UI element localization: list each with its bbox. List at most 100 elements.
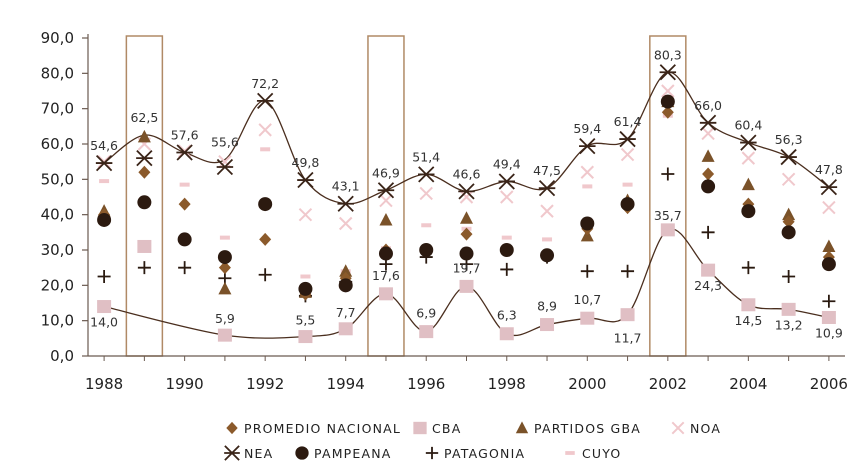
top-value-label: 59,4 <box>573 121 601 136</box>
top-value-label: 61,4 <box>614 114 642 129</box>
marker-noa-2005 <box>781 172 796 187</box>
bottom-value-label: 24,3 <box>694 278 722 293</box>
marker-patagonia-1998 <box>500 262 514 276</box>
marker-promedio-1990 <box>178 197 191 211</box>
marker-nea-1994 <box>337 195 354 212</box>
legend-label-patagonia: PATAGONIA <box>444 446 525 461</box>
x-tick-label: 2000 <box>568 375 606 393</box>
legend-label-promedio: PROMEDIO NACIONAL <box>244 421 401 436</box>
highlight-box-2002 <box>649 35 687 357</box>
marker-cba-1991 <box>217 328 232 342</box>
marker-promedio-1991 <box>218 261 231 275</box>
marker-patagonia-2003 <box>701 225 715 239</box>
marker-partidos-2005 <box>782 207 796 221</box>
marker-patagonia-2006 <box>822 294 836 308</box>
marker-cuyo-1999 <box>542 237 553 242</box>
y-tick-label: 10,0 <box>41 312 74 330</box>
marker-patagonia-2001 <box>621 264 635 278</box>
top-value-label: 49,8 <box>292 155 320 170</box>
marker-cba-1998 <box>499 327 514 341</box>
marker-patagonia-2002 <box>661 167 675 181</box>
marker-pampeana-1989 <box>137 195 152 210</box>
bottom-value-label: 10,7 <box>573 292 601 307</box>
marker-cuyo-2001 <box>622 182 633 187</box>
marker-cuyo-1996 <box>421 223 432 228</box>
bottom-value-label: 19,7 <box>453 260 481 275</box>
top-value-label: 47,8 <box>815 162 843 177</box>
marker-promedio-1989 <box>138 165 151 179</box>
marker-nea-1992 <box>256 92 274 110</box>
marker-nea-1999 <box>538 180 556 197</box>
top-value-label: 46,9 <box>372 165 400 180</box>
marker-noa-1992 <box>258 123 272 137</box>
bottom-value-label: 10,9 <box>815 325 843 340</box>
bottom-value-label: 6,3 <box>497 308 517 323</box>
marker-nea-1997 <box>458 183 475 200</box>
y-tick-label: 0,0 <box>50 347 74 365</box>
bottom-value-label: 14,5 <box>734 313 762 328</box>
marker-cba-2001 <box>620 308 635 322</box>
legend-marker-noa <box>671 421 685 435</box>
marker-promedio-1997 <box>460 227 473 241</box>
top-value-label: 62,5 <box>130 110 158 125</box>
marker-noa-1994 <box>338 216 353 231</box>
bottom-value-label: 14,0 <box>90 315 118 330</box>
bottom-value-label: 8,9 <box>537 299 557 314</box>
marker-cba-1996 <box>419 325 434 339</box>
top-value-label: 56,3 <box>775 132 803 147</box>
marker-patagonia-1992 <box>258 268 272 282</box>
bottom-value-label: 5,9 <box>215 311 235 326</box>
x-tick-label: 1990 <box>166 375 204 393</box>
marker-nea-2002 <box>659 64 677 81</box>
marker-noa-1990 <box>177 144 192 158</box>
y-tick-label: 90,0 <box>41 29 74 47</box>
marker-pampeana-1999 <box>540 248 555 263</box>
marker-nea-1990 <box>176 144 193 161</box>
marker-partidos-1997 <box>460 211 473 224</box>
legend-label-noa: NOA <box>690 421 721 436</box>
marker-nea-1988 <box>95 154 113 172</box>
legend-label-pampeana: PAMPEANA <box>314 446 392 461</box>
legend-label-nea: NEA <box>244 446 273 461</box>
marker-patagonia-1988 <box>97 270 111 283</box>
marker-cba-1989 <box>137 239 152 253</box>
marker-pampeana-1990 <box>177 232 192 247</box>
marker-pampeana-1991 <box>217 250 232 265</box>
marker-noa-1991 <box>218 154 232 169</box>
top-value-label: 54,6 <box>90 138 118 153</box>
legend-marker-patagonia <box>425 446 439 460</box>
top-value-label: 43,1 <box>332 179 360 194</box>
legend-marker-promedio <box>226 421 238 435</box>
marker-cba-2004 <box>741 298 756 312</box>
legend-marker-cuyo <box>565 451 575 455</box>
marker-nea-2004 <box>740 134 757 151</box>
y-tick-label: 40,0 <box>41 206 74 224</box>
top-value-label: 66,0 <box>694 98 722 113</box>
legend-label-partidos: PARTIDOS GBA <box>534 421 641 436</box>
x-tick-label: 1996 <box>407 375 445 393</box>
marker-noa-1993 <box>298 207 313 222</box>
marker-cuyo-1990 <box>179 182 190 187</box>
x-tick-label: 1994 <box>327 375 365 393</box>
marker-cba-2005 <box>781 302 796 316</box>
marker-cuyo-1993 <box>300 274 311 279</box>
marker-pampeana-2001 <box>620 197 635 212</box>
marker-nea-2000 <box>579 137 596 155</box>
y-tick-label: 70,0 <box>41 100 74 118</box>
marker-noa-1999 <box>540 204 554 218</box>
legend-label-cba: CBA <box>432 421 461 436</box>
marker-partidos-2004 <box>741 177 755 191</box>
y-tick-label: 60,0 <box>41 135 74 153</box>
top-value-label: 57,6 <box>171 127 199 142</box>
legend-marker-pampeana <box>295 446 309 460</box>
marker-patagonia-2004 <box>741 261 755 275</box>
x-tick-label: 1988 <box>85 375 123 393</box>
marker-patagonia-2005 <box>782 270 796 283</box>
marker-nea-2005 <box>780 148 797 166</box>
marker-cuyo-2000 <box>582 184 593 189</box>
marker-cba-1995 <box>378 287 393 301</box>
bottom-value-label: 7,7 <box>336 305 356 320</box>
x-tick-label: 1992 <box>246 375 284 393</box>
